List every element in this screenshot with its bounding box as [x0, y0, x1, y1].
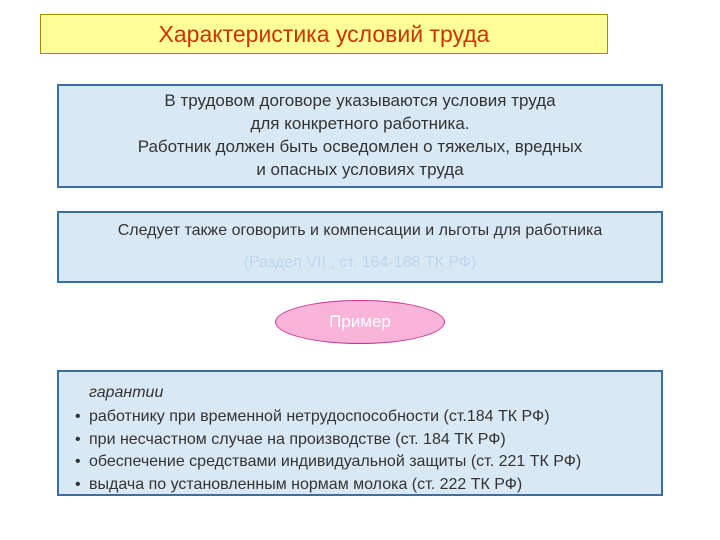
block1-line3: Работник должен быть осведомлен о тяжелы… — [138, 136, 583, 159]
title-box: Характеристика условий труда — [40, 14, 608, 54]
block1-line4: и опасных условиях труда — [256, 159, 463, 182]
list-item: обеспечение средствами индивидуальной за… — [71, 451, 645, 473]
block-guarantees: гарантии работнику при временной нетрудо… — [57, 370, 663, 496]
block2-line: Следует также оговорить и компенсации и … — [118, 220, 603, 242]
title-text: Характеристика условий труда — [159, 21, 490, 48]
guarantees-head: гарантии — [71, 382, 645, 404]
guarantees-list: работнику при временной нетрудоспособнос… — [71, 406, 645, 496]
block1-line1: В трудовом договоре указываются условия … — [164, 90, 555, 113]
list-item: при несчастном случае на производстве (с… — [71, 429, 645, 451]
block-compensation: Следует также оговорить и компенсации и … — [57, 211, 663, 283]
block2-sub: (Раздел VII , ст. 164-188 ТК РФ) — [244, 252, 477, 274]
example-label: Пример — [329, 312, 391, 332]
list-item: выдача по установленным нормам молока (с… — [71, 474, 645, 496]
slide: Характеристика условий труда В трудовом … — [0, 0, 720, 540]
block-contract-conditions: В трудовом договоре указываются условия … — [57, 84, 663, 188]
block1-line2: для конкретного работника. — [250, 113, 469, 136]
example-ellipse: Пример — [275, 300, 445, 344]
list-item: работнику при временной нетрудоспособнос… — [71, 406, 645, 428]
